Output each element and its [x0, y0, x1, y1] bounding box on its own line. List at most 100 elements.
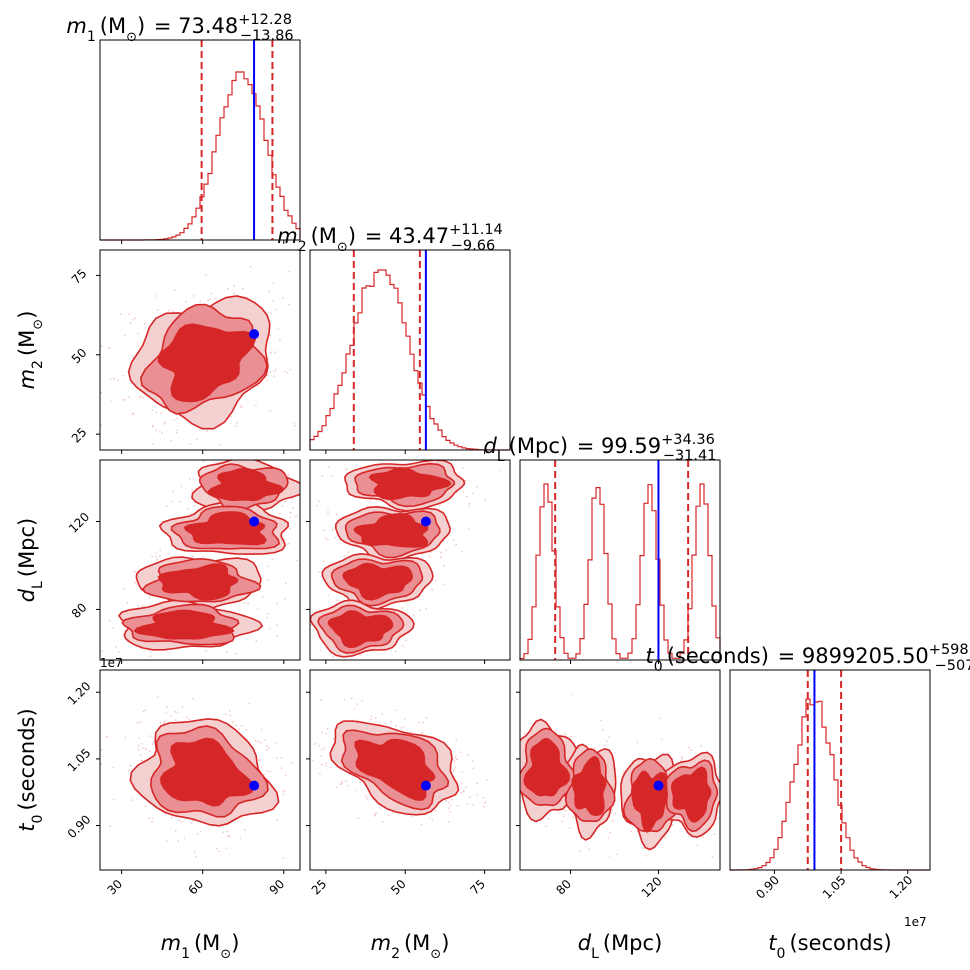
scatter-point: [208, 893, 210, 895]
scatter-point: [476, 782, 479, 785]
scatter-point: [183, 837, 186, 840]
scatter-point: [517, 810, 519, 812]
scatter-point: [243, 601, 246, 604]
scatter-point: [255, 404, 257, 407]
scatter-point: [448, 807, 450, 810]
scatter-point: [336, 599, 339, 602]
scatter-point: [604, 744, 607, 747]
scatter-point: [273, 375, 275, 378]
scatter-point: [311, 759, 314, 762]
x-tick-label: 30: [104, 877, 125, 898]
contour-level-3: [368, 466, 452, 501]
scatter-point: [449, 805, 452, 807]
scatter-point: [227, 835, 229, 837]
scatter-point: [245, 729, 248, 731]
scatter-point: [447, 821, 450, 824]
scatter-point: [455, 543, 457, 546]
x-tick-label: 90: [267, 877, 288, 898]
scatter-point: [110, 400, 113, 403]
histogram-line: [730, 698, 930, 871]
scatter-point: [359, 781, 362, 784]
scatter-point: [272, 300, 275, 302]
scatter-point: [483, 805, 485, 808]
scatter-point: [275, 368, 278, 371]
scatter-point: [713, 833, 716, 836]
scatter-point: [449, 810, 451, 813]
scatter-point: [283, 597, 286, 600]
scatter-point: [170, 714, 172, 717]
scatter-point: [434, 809, 437, 812]
scatter-point: [171, 500, 174, 503]
scatter-point: [136, 722, 139, 724]
scatter-point: [290, 762, 293, 764]
scatter-point: [280, 767, 283, 769]
scatter-point: [323, 747, 326, 750]
scatter-point: [466, 496, 468, 498]
scatter-point: [233, 284, 236, 287]
y-tick-label: 25: [69, 425, 90, 446]
scatter-point: [115, 646, 117, 648]
scatter-point: [409, 731, 412, 734]
scatter-point: [273, 370, 275, 373]
scatter-point: [482, 796, 485, 799]
scatter-point: [572, 816, 574, 818]
scatter-point: [715, 768, 718, 771]
scatter-point: [659, 717, 661, 720]
scatter-point: [263, 773, 265, 776]
scatter-point: [193, 295, 195, 297]
scatter-point: [468, 796, 471, 799]
scatter-point: [323, 529, 326, 532]
scatter-point: [151, 555, 154, 558]
scatter-point: [335, 786, 338, 788]
scatter-point: [365, 795, 367, 798]
scatter-point: [294, 424, 296, 427]
scatter-point: [292, 507, 294, 509]
scatter-point: [462, 467, 465, 469]
scatter-point: [456, 805, 459, 807]
scatter-point: [134, 570, 136, 573]
scatter-point: [219, 444, 222, 446]
scatter-point: [332, 737, 335, 740]
scatter-point: [195, 438, 198, 441]
scatter-point: [138, 396, 141, 399]
scatter-point: [172, 310, 175, 313]
axes-frame: [99, 39, 301, 241]
scatter-point: [555, 729, 557, 732]
scatter-point: [339, 783, 342, 786]
scatter-point: [284, 370, 286, 373]
scatter-point: [137, 744, 140, 747]
scatter-point: [240, 406, 243, 409]
scatter-point: [265, 770, 268, 773]
scatter-point: [141, 747, 144, 749]
histogram-m2: [309, 250, 510, 451]
scatter-point: [336, 513, 338, 516]
scatter-point: [557, 812, 560, 814]
scatter-point: [630, 830, 633, 833]
scatter-point: [148, 596, 151, 599]
scatter-point: [266, 565, 269, 568]
scatter-point: [277, 738, 279, 740]
histogram-line: [309, 269, 510, 451]
scatter-point: [248, 702, 251, 705]
panel-t0-vs-m2: [277, 697, 519, 826]
y-tick-label: 50: [69, 346, 90, 367]
scatter-point: [282, 793, 285, 796]
scatter-point: [318, 500, 320, 503]
scatter-point: [137, 604, 140, 607]
scatter-point: [66, 630, 68, 632]
scatter-point: [101, 650, 103, 653]
scatter-point: [143, 322, 146, 325]
scatter-point: [225, 847, 228, 849]
scatter-point: [291, 497, 294, 500]
scatter-point: [276, 819, 278, 822]
scatter-point: [209, 298, 211, 300]
scatter-point: [277, 328, 280, 331]
scatter-point: [341, 780, 344, 783]
scatter-point: [257, 385, 259, 388]
scatter-point: [130, 799, 133, 801]
scatter-point: [269, 371, 271, 374]
scatter-point: [289, 369, 291, 371]
scatter-point: [306, 332, 308, 334]
histogram-line: [519, 483, 721, 660]
scatter-point: [452, 758, 455, 761]
